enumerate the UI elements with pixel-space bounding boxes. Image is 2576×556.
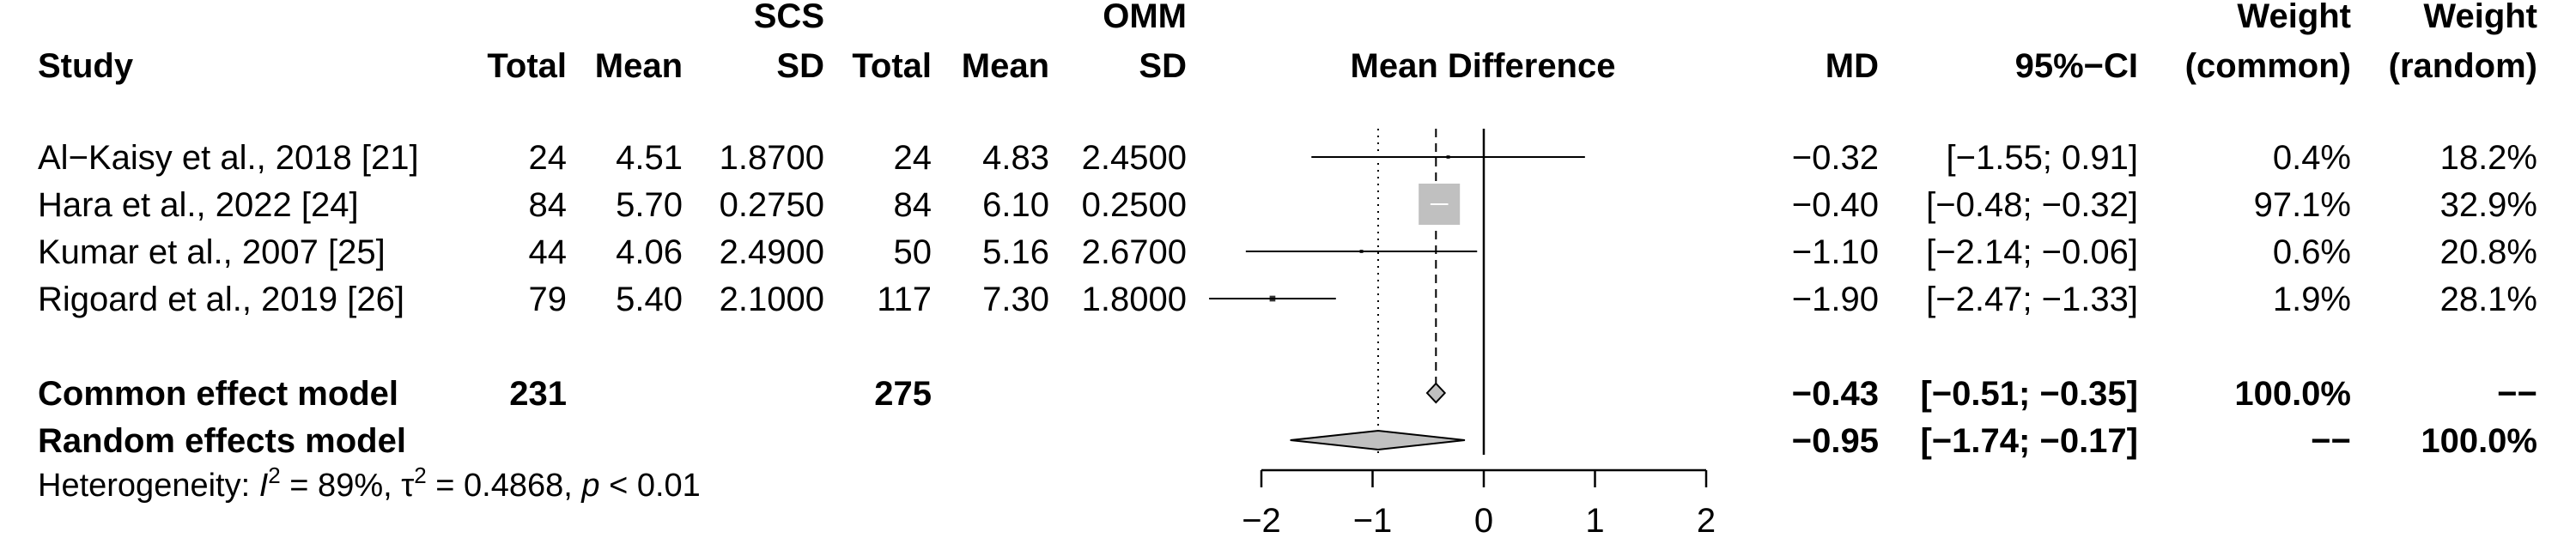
omm-mean: 6.10 bbox=[982, 186, 1049, 224]
omm-total: 24 bbox=[894, 139, 933, 177]
omm-mean: 4.83 bbox=[982, 139, 1049, 177]
omm-total: 117 bbox=[877, 281, 932, 318]
study-name: Hara et al., 2022 [24] bbox=[38, 186, 359, 224]
header-md: MD bbox=[1826, 47, 1879, 85]
common-weight-common: 100.0% bbox=[2234, 375, 2351, 413]
scs-total: 79 bbox=[529, 281, 568, 318]
ci-value: [−2.14; −0.06] bbox=[1926, 233, 2138, 271]
i2-superscript: 2 bbox=[268, 462, 280, 488]
header-ci: 95%−CI bbox=[2015, 47, 2138, 85]
omm-sd: 1.8000 bbox=[1082, 281, 1187, 318]
forest-marks: −2 −1 0 1 2 bbox=[1209, 129, 1716, 540]
i2-value: = 89%, bbox=[281, 468, 401, 504]
random-md-value: −0.95 bbox=[1792, 422, 1879, 460]
header-mean-scs: Mean bbox=[595, 47, 683, 85]
i2-symbol: I bbox=[259, 468, 269, 504]
heterogeneity-text: Heterogeneity: I2 = 89%, τ2 = 0.4868, p … bbox=[38, 462, 701, 504]
x-tick-label: 1 bbox=[1585, 502, 1604, 540]
weight-common-value: 0.6% bbox=[2273, 233, 2351, 271]
omm-sd: 0.2500 bbox=[1082, 186, 1187, 224]
x-tick-label: −1 bbox=[1353, 502, 1393, 540]
study-row: Rigoard et al., 2019 [26] 79 5.40 2.1000… bbox=[38, 281, 2537, 318]
heterogeneity-prefix: Heterogeneity: bbox=[38, 468, 259, 504]
x-tick-label: 2 bbox=[1697, 502, 1716, 540]
md-value: −1.10 bbox=[1792, 233, 1879, 271]
scs-mean: 5.70 bbox=[616, 186, 683, 224]
scs-total: 44 bbox=[529, 233, 568, 271]
x-tick-label: −2 bbox=[1242, 502, 1281, 540]
common-ci-value: [−0.51; −0.35] bbox=[1921, 375, 2139, 413]
study-name: Al−Kaisy et al., 2018 [21] bbox=[38, 139, 419, 177]
header-sd-omm: SD bbox=[1139, 47, 1187, 85]
scs-mean: 4.06 bbox=[616, 233, 683, 271]
study-row: Kumar et al., 2007 [25] 44 4.06 2.4900 5… bbox=[38, 233, 2537, 271]
common-effect-diamond bbox=[1425, 382, 1447, 404]
random-effects-label: Random effects model bbox=[38, 422, 406, 460]
random-effects-diamond bbox=[1290, 429, 1466, 451]
header-study: Study bbox=[38, 47, 134, 85]
p-symbol: p bbox=[580, 468, 599, 504]
common-scs-total: 231 bbox=[509, 375, 567, 413]
ci-value: [−1.55; 0.91] bbox=[1946, 139, 2138, 177]
header-weight-random-2: (random) bbox=[2389, 47, 2537, 85]
omm-sd: 2.6700 bbox=[1082, 233, 1187, 271]
header-group-omm: OMM bbox=[1103, 0, 1187, 35]
weight-random-value: 18.2% bbox=[2440, 139, 2537, 177]
weight-common-value: 0.4% bbox=[2273, 139, 2351, 177]
common-effect-label: Common effect model bbox=[38, 375, 398, 413]
scs-total: 24 bbox=[529, 139, 568, 177]
common-md-value: −0.43 bbox=[1792, 375, 1879, 413]
omm-sd: 2.4500 bbox=[1082, 139, 1187, 177]
omm-mean: 7.30 bbox=[982, 281, 1049, 318]
weight-random-value: 28.1% bbox=[2440, 281, 2537, 318]
scs-sd: 1.8700 bbox=[720, 139, 824, 177]
random-weight-common: −− bbox=[2311, 422, 2351, 460]
weight-common-value: 1.9% bbox=[2273, 281, 2351, 318]
random-effects-row: Random effects model −0.95 [−1.74; −0.17… bbox=[38, 422, 2537, 460]
header-total-scs: Total bbox=[487, 47, 567, 85]
header-weight-random-1: Weight bbox=[2423, 0, 2537, 35]
common-omm-total: 275 bbox=[874, 375, 932, 413]
scs-total: 84 bbox=[529, 186, 568, 224]
md-value: −1.90 bbox=[1792, 281, 1879, 318]
random-weight-random: 100.0% bbox=[2421, 422, 2537, 460]
ci-value: [−0.48; −0.32] bbox=[1926, 186, 2138, 224]
header-sd-scs: SD bbox=[776, 47, 824, 85]
scs-sd: 2.4900 bbox=[720, 233, 824, 271]
study-row: Hara et al., 2022 [24] 84 5.70 0.2750 84… bbox=[38, 186, 2537, 224]
study-name: Rigoard et al., 2019 [26] bbox=[38, 281, 404, 318]
scs-mean: 5.40 bbox=[616, 281, 683, 318]
md-value: −0.32 bbox=[1792, 139, 1879, 177]
random-ci-value: [−1.74; −0.17] bbox=[1921, 422, 2139, 460]
omm-total: 50 bbox=[894, 233, 933, 271]
header-weight-common-1: Weight bbox=[2237, 0, 2351, 35]
ci-value: [−2.47; −1.33] bbox=[1926, 281, 2138, 318]
header-total-omm: Total bbox=[852, 47, 932, 85]
tau-superscript: 2 bbox=[414, 462, 426, 488]
common-effect-row: Common effect model 231 275 −0.43 [−0.51… bbox=[38, 375, 2537, 413]
header-group-scs: SCS bbox=[754, 0, 824, 35]
weight-common-value: 97.1% bbox=[2254, 186, 2351, 224]
scs-mean: 4.51 bbox=[616, 139, 683, 177]
common-weight-random: −− bbox=[2497, 375, 2537, 413]
header-weight-common-2: (common) bbox=[2185, 47, 2351, 85]
header-mean-omm: Mean bbox=[962, 47, 1049, 85]
md-value: −0.40 bbox=[1792, 186, 1879, 224]
tau-value: = 0.4868, bbox=[427, 468, 582, 504]
tau-symbol: τ bbox=[401, 468, 414, 504]
weight-random-value: 20.8% bbox=[2440, 233, 2537, 271]
study-name: Kumar et al., 2007 [25] bbox=[38, 233, 386, 271]
omm-total: 84 bbox=[894, 186, 933, 224]
header-mean-difference: Mean Difference bbox=[1351, 47, 1616, 85]
scs-sd: 0.2750 bbox=[720, 186, 824, 224]
omm-mean: 5.16 bbox=[982, 233, 1049, 271]
study-row: Al−Kaisy et al., 2018 [21] 24 4.51 1.870… bbox=[38, 139, 2537, 177]
p-value: < 0.01 bbox=[600, 468, 701, 504]
weight-random-value: 32.9% bbox=[2440, 186, 2537, 224]
x-tick-label: 0 bbox=[1474, 502, 1493, 540]
scs-sd: 2.1000 bbox=[720, 281, 824, 318]
